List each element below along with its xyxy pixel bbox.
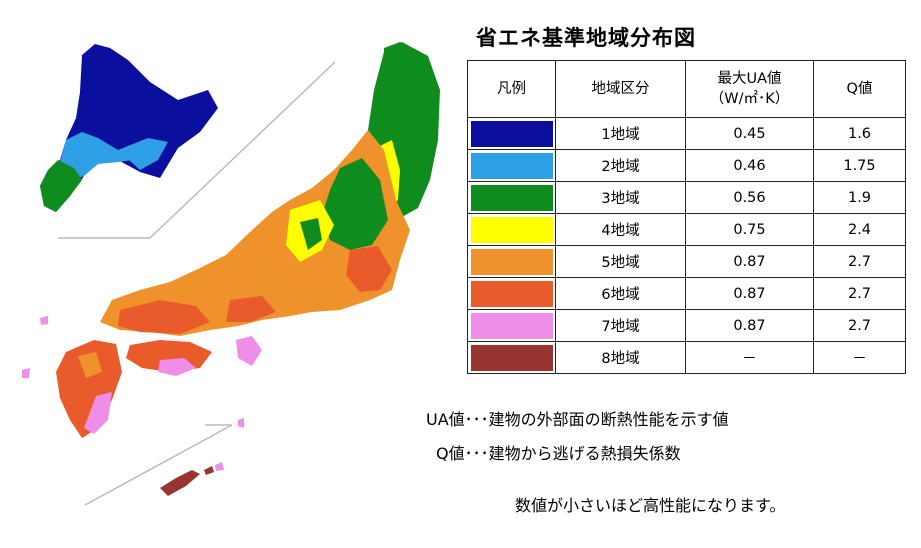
q-cell: 2.7 — [813, 277, 906, 310]
table-row: 1地域 0.45 1.6 — [467, 117, 906, 150]
island — [238, 418, 244, 428]
map-title: 省エネ基準地域分布図 — [476, 26, 696, 50]
q-note: Q値･･･建物から逃げる熱損失係数 — [436, 444, 681, 463]
color-swatch — [470, 344, 553, 371]
color-swatch — [470, 184, 553, 211]
legend-cell — [467, 149, 556, 182]
header-ua: 最大UA値 （W/㎡･K） — [685, 60, 814, 118]
island — [215, 462, 224, 471]
q-cell: 2.7 — [813, 245, 906, 278]
region-legend-table: 凡例 地域区分 最大UA値 （W/㎡･K） Q値 1地域 0.45 1.6 2地… — [467, 60, 906, 374]
region-cell: 7地域 — [555, 309, 686, 342]
region-cell: 5地域 — [555, 245, 686, 278]
ua-note: UA値･･･建物の外部面の断熱性能を示す値 — [426, 410, 729, 429]
table-header-row: 凡例 地域区分 最大UA値 （W/㎡･K） Q値 — [467, 60, 906, 118]
q-cell: － — [813, 341, 906, 374]
legend-cell — [467, 277, 556, 310]
kii-coast — [236, 336, 262, 366]
color-swatch — [470, 312, 553, 339]
shikoku — [126, 340, 212, 376]
header-legend: 凡例 — [467, 60, 556, 118]
ua-cell: 0.87 — [685, 309, 814, 342]
region-cell: 3地域 — [555, 181, 686, 214]
hokkaido-inset-divider — [149, 61, 336, 239]
region-cell: 2地域 — [555, 149, 686, 182]
japan-region-map — [22, 42, 440, 506]
okinawa-inset-divider — [84, 424, 233, 506]
island — [22, 368, 30, 378]
q-cell: 1.9 — [813, 181, 906, 214]
table-row: 8地域 － － — [467, 341, 906, 374]
map-graphic — [22, 42, 440, 506]
summary-note: 数値が小さいほど高性能になります。 — [515, 496, 786, 515]
q-cell: 1.75 — [813, 149, 906, 182]
ua-cell: 0.46 — [685, 149, 814, 182]
ua-cell: 0.56 — [685, 181, 814, 214]
ua-cell: 0.87 — [685, 245, 814, 278]
region-cell: 6地域 — [555, 277, 686, 310]
color-swatch — [470, 248, 553, 275]
ua-cell: 0.87 — [685, 277, 814, 310]
legend-cell — [467, 309, 556, 342]
table-row: 3地域 0.56 1.9 — [467, 181, 906, 214]
legend-cell — [467, 213, 556, 246]
header-region: 地域区分 — [555, 60, 686, 118]
q-cell: 1.6 — [813, 117, 906, 150]
table-row: 2地域 0.46 1.75 — [467, 149, 906, 182]
hokkaido — [40, 44, 218, 212]
header-ua-unit: （W/㎡･K） — [709, 91, 790, 107]
color-swatch — [470, 280, 553, 307]
island — [40, 316, 48, 325]
ua-cell: 0.45 — [685, 117, 814, 150]
header-ua-label: 最大UA値 — [717, 71, 782, 87]
q-cell: 2.4 — [813, 213, 906, 246]
q-cell: 2.7 — [813, 309, 906, 342]
legend-cell — [467, 181, 556, 214]
table-row: 6地域 0.87 2.7 — [467, 277, 906, 310]
ua-cell: － — [685, 341, 814, 374]
legend-cell — [467, 341, 556, 374]
header-q: Q値 — [813, 60, 906, 118]
region-cell: 1地域 — [555, 117, 686, 150]
color-swatch — [470, 120, 553, 147]
table-row: 7地域 0.87 2.7 — [467, 309, 906, 342]
color-swatch — [470, 152, 553, 179]
table-row: 4地域 0.75 2.4 — [467, 213, 906, 246]
honshu — [100, 130, 410, 336]
legend-cell — [467, 117, 556, 150]
ua-cell: 0.75 — [685, 213, 814, 246]
kyushu — [56, 340, 122, 438]
okinawa — [160, 466, 214, 496]
table-row: 5地域 0.87 2.7 — [467, 245, 906, 278]
region-cell: 8地域 — [555, 341, 686, 374]
legend-cell — [467, 245, 556, 278]
region-cell: 4地域 — [555, 213, 686, 246]
color-swatch — [470, 216, 553, 243]
